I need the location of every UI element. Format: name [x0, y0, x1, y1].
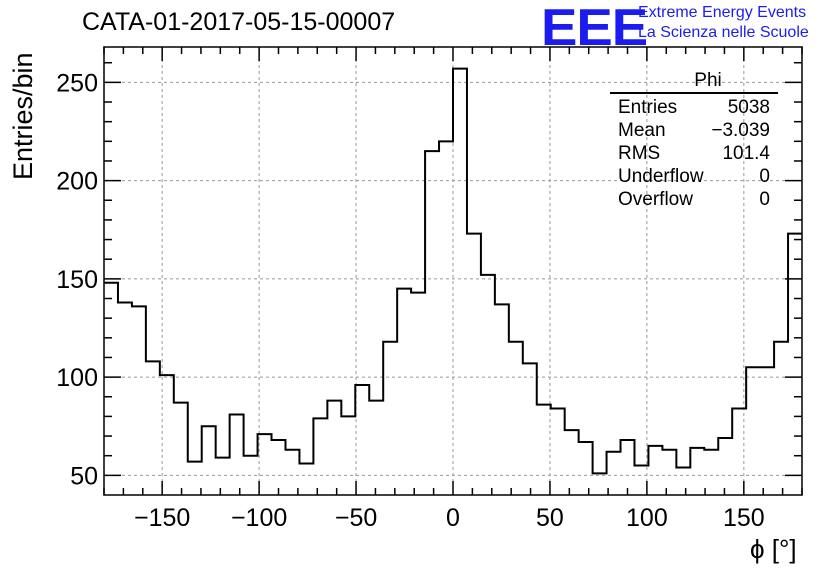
stats-row-label: Entries [618, 97, 678, 118]
histogram-bin [467, 234, 481, 495]
histogram-bin [272, 440, 286, 495]
histogram-bin [244, 456, 258, 495]
histogram-bin [774, 342, 788, 495]
histogram-bin [551, 409, 565, 495]
stats-rows: Entries 5038 Mean −3.039 RMS 101.4 Underflow 0 O… [610, 96, 778, 211]
y-tick-label: 200 [56, 168, 98, 196]
x-tick-label: 50 [536, 504, 564, 532]
stats-row: Entries 5038 [610, 96, 778, 119]
histogram-bin [746, 367, 760, 495]
stats-row-label: Overflow [618, 189, 693, 210]
histogram-bin [202, 426, 216, 495]
x-tick-label: 150 [723, 504, 765, 532]
histogram-bin [104, 283, 118, 495]
histogram-bin [397, 289, 411, 495]
histogram-bin [425, 151, 439, 495]
stats-row-value: 5038 [727, 97, 770, 118]
y-axis-label-wrap: Entries/bin [8, 52, 38, 190]
histogram-bin [509, 342, 523, 495]
histogram-bin [593, 473, 607, 495]
histogram-bin [481, 275, 495, 495]
histogram-bin [230, 414, 244, 495]
x-tick-label: −100 [231, 504, 287, 532]
y-tick-label: 100 [56, 364, 98, 392]
histogram-bin [355, 385, 369, 495]
histogram-bin [439, 141, 453, 495]
histogram-bin [523, 363, 537, 495]
y-axis-label: Entries/bin [8, 52, 38, 180]
stats-title: Phi [694, 70, 722, 91]
histogram-bin [537, 405, 551, 495]
y-tick-label: 150 [56, 266, 98, 294]
histogram-bin [704, 450, 718, 495]
histogram-bin [760, 367, 774, 495]
histogram-bin [216, 458, 230, 495]
stats-row-value: −3.039 [711, 120, 770, 141]
stats-row: Overflow 0 [610, 188, 778, 211]
stats-row-label: Mean [618, 120, 666, 141]
histogram-bin [411, 293, 425, 495]
stats-row: RMS 101.4 [610, 142, 778, 165]
logo-line-1: Extreme Energy Events [638, 4, 807, 21]
histogram-bin [118, 302, 132, 495]
stats-row: Mean −3.039 [610, 119, 778, 142]
histogram-bin [648, 446, 662, 495]
histogram-bin [676, 467, 690, 495]
histogram-bin [313, 418, 327, 495]
histogram-bin [565, 430, 579, 495]
x-tick-label: −150 [134, 504, 190, 532]
histogram-bin [579, 442, 593, 495]
x-tick-label: 100 [626, 504, 668, 532]
histogram-bin [132, 306, 146, 495]
stats-divider [610, 92, 778, 94]
stats-row-value: 0 [759, 166, 770, 187]
eee-logo: EEE [541, 0, 648, 57]
histogram-bin [341, 416, 355, 495]
stats-row-label: Underflow [618, 166, 704, 187]
stats-row: Underflow 0 [610, 165, 778, 188]
histogram-bin [690, 448, 704, 495]
stats-row-value: 0 [759, 189, 770, 210]
histogram-bin [495, 304, 509, 495]
histogram-bin [662, 450, 676, 495]
chart-title: CATA-01-2017-05-15-00007 [82, 8, 396, 36]
histogram-bin [160, 375, 174, 495]
stats-box: Phi Entries 5038 Mean −3.039 RMS 101.4 Underfl… [610, 70, 778, 211]
histogram-bin [299, 464, 313, 495]
histogram-bin [621, 440, 635, 495]
histogram-bin [453, 69, 467, 495]
stats-row-value: 101.4 [722, 143, 770, 164]
histogram-bin [383, 342, 397, 495]
y-tick-label: 250 [56, 69, 98, 97]
x-axis-label: ϕ [°] [750, 534, 797, 564]
histogram-bin [188, 462, 202, 495]
y-tick-label: 50 [70, 462, 98, 490]
x-tick-label: −50 [335, 504, 377, 532]
histogram-series [104, 67, 802, 475]
stats-row-label: RMS [618, 143, 661, 164]
histogram-bin [718, 438, 732, 495]
histogram-bin [174, 403, 188, 495]
histogram-bin [146, 361, 160, 495]
histogram-bin [369, 401, 383, 495]
logo-line-2: La Scienza nelle Scuole [638, 24, 809, 41]
histogram-bin [327, 401, 341, 495]
x-tick-label: 0 [446, 504, 460, 532]
